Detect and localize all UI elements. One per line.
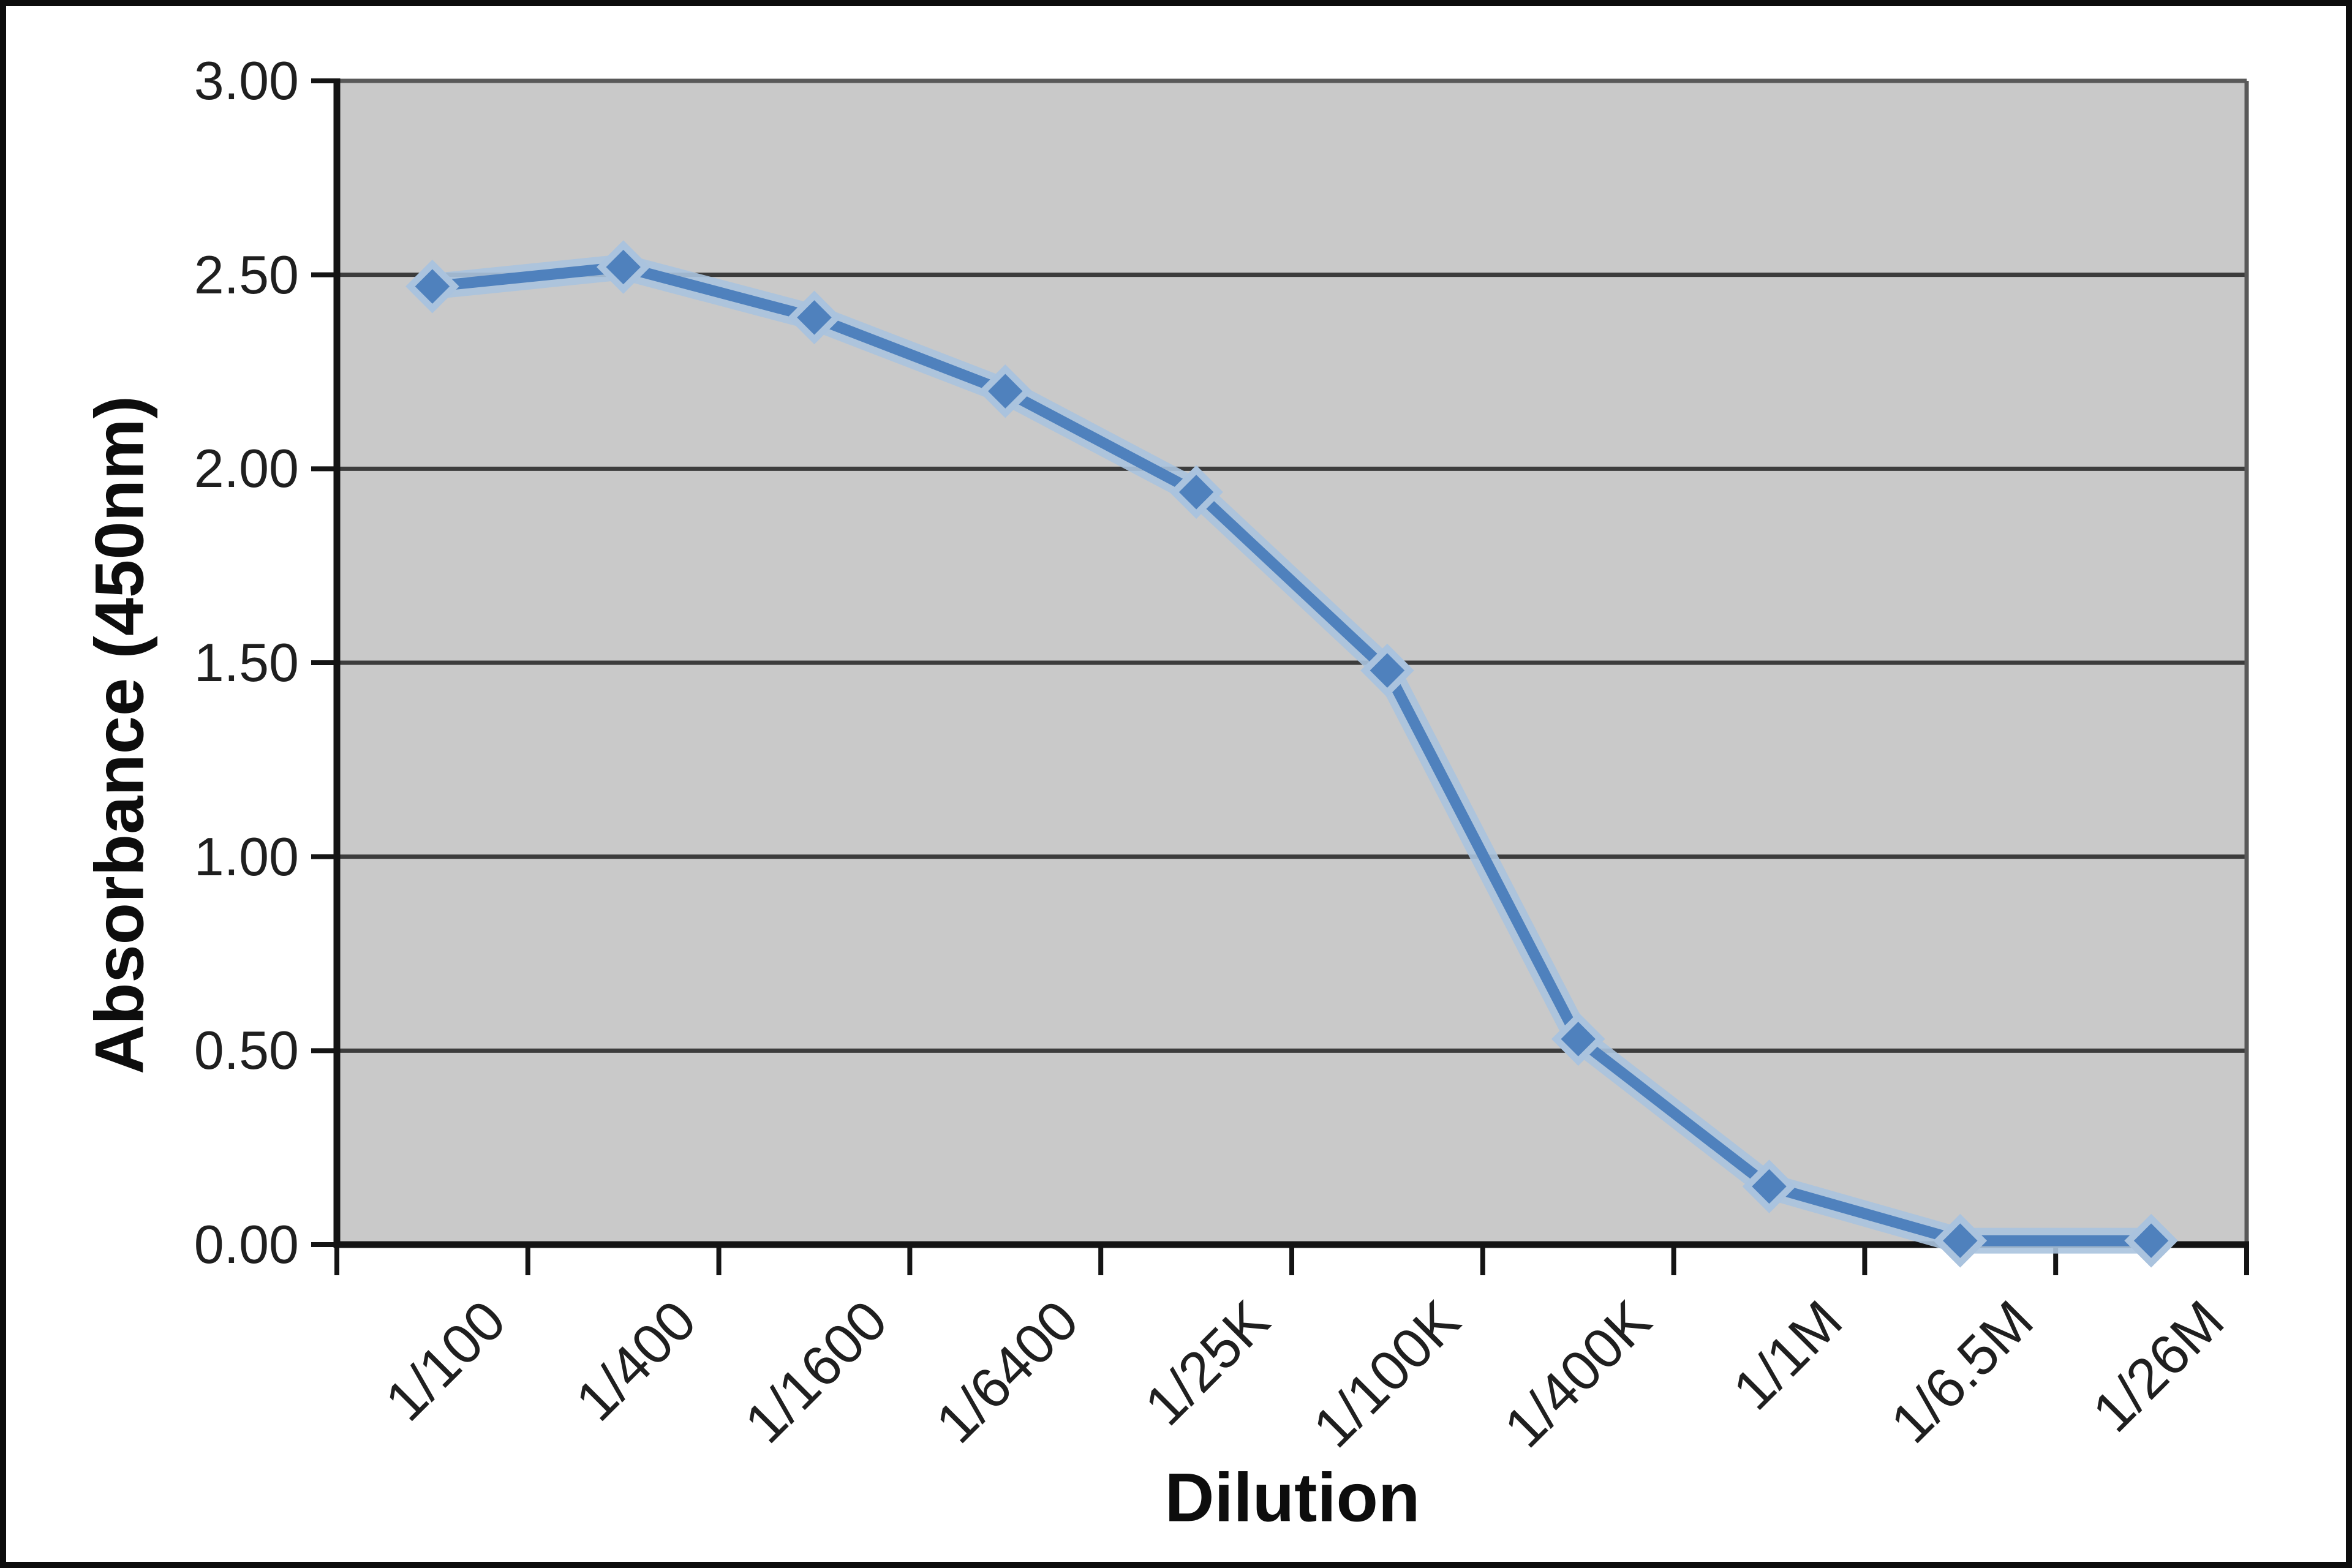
- data-point-marker: [1933, 1213, 1988, 1268]
- data-point-marker: [1360, 643, 1414, 698]
- x-axis-title: Dilution: [1164, 1459, 1420, 1536]
- y-tick-label: 2.00: [194, 438, 299, 499]
- y-tick-label: 1.00: [194, 826, 299, 887]
- data-point-marker: [2124, 1213, 2178, 1268]
- data-point-marker: [596, 240, 650, 294]
- data-point-marker: [1169, 465, 1223, 519]
- y-tick-label: 0.50: [194, 1020, 299, 1081]
- y-tick-label: 2.50: [194, 244, 299, 305]
- data-point-marker: [978, 364, 1033, 418]
- data-point-marker: [405, 259, 459, 314]
- y-tick-label: 0.00: [194, 1214, 299, 1275]
- data-point-marker: [1551, 1012, 1605, 1066]
- data-point-marker: [1742, 1159, 1796, 1213]
- series-line: [426, 262, 2157, 1246]
- y-tick-label: 3.00: [194, 50, 299, 111]
- data-point-marker: [787, 290, 842, 345]
- y-tick-label: 1.50: [194, 632, 299, 693]
- y-axis-title: Absorbance (450nm): [81, 396, 158, 1074]
